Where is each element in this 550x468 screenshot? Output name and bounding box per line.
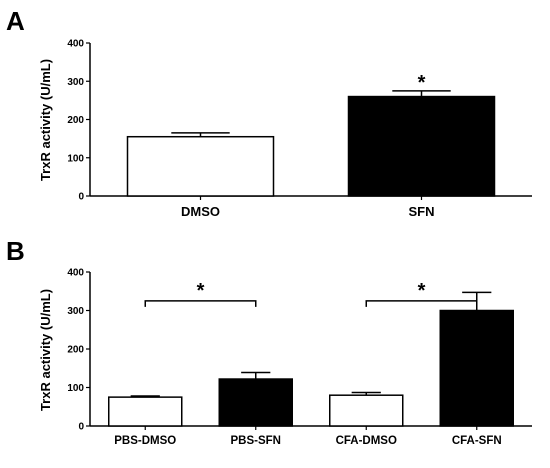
- panel-b-y-ticks: 0 100 200 300 400: [67, 268, 90, 433]
- panel-b-error-bars: [130, 291, 492, 398]
- bar-pbs-dmso: [108, 396, 183, 427]
- panel-b-y-axis-label: TrxR activity (U/mL): [38, 289, 53, 411]
- panel-a-bars: [126, 95, 496, 197]
- y-tick-label: 200: [67, 115, 84, 126]
- x-tick-label: PBS-DMSO: [114, 435, 176, 447]
- y-tick-label: 100: [67, 383, 84, 394]
- significance-star: *: [197, 280, 205, 302]
- significance-bracket: [144, 300, 257, 307]
- y-tick-label: 0: [78, 422, 84, 433]
- panel-a-letter: A: [6, 6, 25, 36]
- panel-a-y-ticks: 0 100 200 300 400: [67, 39, 90, 203]
- x-tick-label: CFA-DMSO: [336, 435, 397, 447]
- significance-bracket: [365, 300, 478, 307]
- panel-b-x-ticks: PBS-DMSO PBS-SFN CFA-DMSO CFA-SFN: [114, 426, 502, 447]
- panel-a-x-ticks: DMSO SFN: [181, 196, 435, 219]
- x-tick-label: SFN: [409, 204, 435, 219]
- panel-b-chart: B TrxR activity (U/mL) 0 100 200 300 400 PBS…: [6, 236, 532, 447]
- y-tick-label: 400: [67, 39, 84, 50]
- y-tick-label: 300: [67, 77, 84, 88]
- significance-star: *: [418, 280, 426, 302]
- bar-pbs-sfn: [218, 378, 293, 427]
- bar-sfn: [347, 95, 496, 197]
- y-tick-label: 300: [67, 306, 84, 317]
- x-tick-label: PBS-SFN: [231, 435, 281, 447]
- x-tick-label: CFA-SFN: [452, 435, 502, 447]
- bar-cfa-dmso: [329, 394, 404, 427]
- panel-a-error-bars: [171, 90, 451, 137]
- panel-b-bars: [108, 309, 514, 427]
- panel-b-letter: B: [6, 236, 25, 266]
- panel-b-significance: * *: [144, 280, 478, 307]
- panel-a-y-axis-label: TrxR activity (U/mL): [38, 59, 53, 181]
- bar-dmso: [126, 135, 275, 197]
- y-tick-label: 400: [67, 268, 84, 279]
- y-tick-label: 0: [78, 192, 84, 203]
- significance-star: *: [418, 72, 426, 94]
- y-tick-label: 100: [67, 153, 84, 164]
- y-tick-label: 200: [67, 345, 84, 356]
- panel-a-chart: A TrxR activity (U/mL) 0 100 200 300 400 DMS…: [6, 6, 532, 219]
- panel-a-significance: *: [418, 72, 426, 94]
- bar-cfa-sfn: [439, 309, 514, 427]
- x-tick-label: DMSO: [181, 204, 220, 219]
